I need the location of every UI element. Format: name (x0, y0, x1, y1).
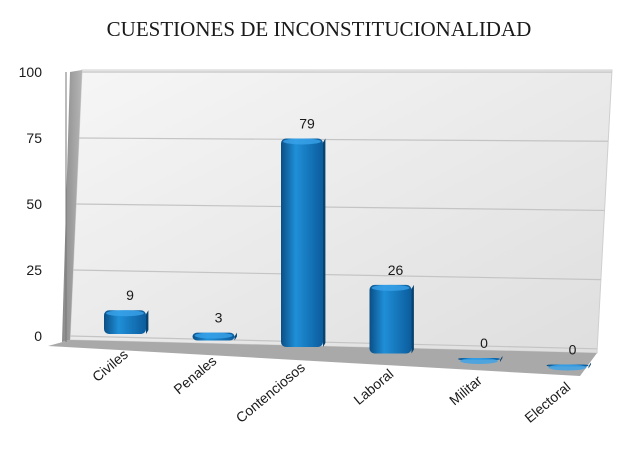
category-label: Militar (446, 372, 485, 408)
gridline (73, 269, 601, 281)
y-axis: 0 25 50 75 100 (19, 64, 43, 344)
data-label: 0 (480, 335, 488, 351)
data-label: 79 (299, 115, 315, 131)
bar-top (283, 138, 321, 145)
data-label: 9 (126, 287, 134, 303)
back-wall (69, 69, 613, 354)
gridlines (70, 71, 612, 350)
bar-top (460, 358, 498, 364)
bar-side (500, 356, 503, 362)
bar-side (234, 332, 237, 341)
data-label: 26 (388, 262, 404, 278)
bar-side (411, 284, 414, 354)
bar-top (106, 310, 144, 317)
chart-title: CUESTIONES DE INCONSTITUCIONALIDAD (107, 17, 532, 41)
side-wall (62, 70, 82, 342)
gridline (78, 137, 609, 142)
bar (281, 138, 326, 347)
bar-side (588, 362, 591, 369)
bar (546, 362, 591, 371)
bar-side (146, 310, 149, 334)
chart-floor (48, 340, 597, 376)
gridline (70, 335, 598, 350)
y-tick-label: 50 (26, 196, 42, 212)
y-tick-label: 25 (26, 262, 42, 278)
bar-front (104, 310, 146, 334)
bar (104, 310, 149, 334)
bars: 9 3 79 26 0 0 (104, 115, 591, 371)
category-label: Contenciosos (233, 359, 308, 426)
y-tick-label: 0 (34, 328, 42, 344)
bar (369, 284, 414, 354)
bar (458, 356, 503, 364)
data-label: 0 (569, 342, 577, 358)
y-tick-label: 100 (19, 64, 43, 80)
category-label: Electoral (521, 379, 573, 426)
gridline (76, 203, 605, 212)
category-label: Civiles (89, 346, 131, 385)
bar-top (371, 284, 410, 291)
bar (192, 332, 237, 341)
category-label: Penales (170, 353, 219, 398)
bar-top (194, 332, 233, 339)
bar-side (323, 138, 326, 347)
bar-front (369, 284, 412, 354)
category-label: Laboral (350, 366, 396, 408)
y-tick-label: 75 (26, 130, 42, 146)
bar-front (281, 138, 323, 347)
data-label: 3 (215, 310, 223, 326)
bar-top (548, 364, 587, 371)
